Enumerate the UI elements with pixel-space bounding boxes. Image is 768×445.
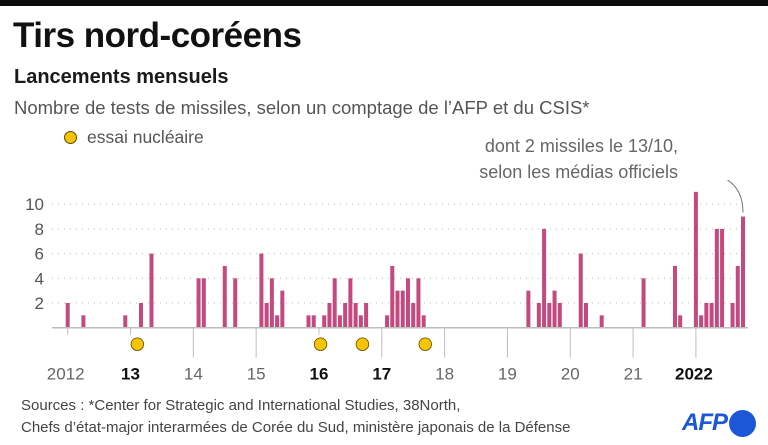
bars	[65, 191, 746, 328]
year-label: 13	[121, 365, 140, 384]
y-tick-label: 4	[35, 269, 44, 288]
sources: Sources : *Center for Strategic and Inte…	[21, 395, 570, 439]
bar	[672, 265, 677, 328]
nuclear-test-legend-icon	[64, 131, 77, 144]
year-label: 21	[624, 365, 643, 384]
year-label: 19	[498, 365, 517, 384]
bar	[693, 191, 698, 328]
afp-logo: AFP	[682, 409, 756, 437]
year-label: 18	[435, 365, 454, 384]
bar	[149, 253, 154, 328]
bar	[400, 290, 405, 328]
chart-subtitle: Lancements mensuels	[14, 66, 229, 88]
bar	[720, 228, 725, 328]
year-label: 15	[247, 365, 266, 384]
bar	[327, 303, 332, 328]
annotation-line-1: dont 2 missiles le 13/10,	[484, 136, 678, 156]
y-tick-label: 8	[35, 220, 44, 239]
sources-line-2: Chefs d’état-major interarmées de Corée …	[21, 419, 571, 436]
bar	[123, 315, 128, 328]
bar	[678, 315, 683, 328]
y-tick-label: 6	[35, 245, 44, 264]
afp-logo-circle-icon	[729, 409, 756, 437]
bar	[269, 278, 274, 328]
legend: essai nucléaire	[64, 127, 204, 148]
afp-logo-text: AFP	[682, 409, 728, 436]
bar	[280, 290, 285, 328]
bar	[358, 315, 363, 328]
bar	[311, 315, 316, 328]
bar	[81, 315, 86, 328]
bar	[641, 278, 646, 328]
year-label: 20	[561, 365, 580, 384]
bar	[390, 265, 395, 328]
bar	[201, 278, 206, 328]
bar	[557, 303, 562, 328]
bar	[526, 290, 531, 328]
year-label: 2022	[675, 365, 713, 384]
sources-line-1: Sources : *Center for Strategic and Inte…	[21, 397, 461, 414]
bar	[264, 303, 269, 328]
year-label: 17	[372, 365, 391, 384]
y-tick-label: 10	[25, 195, 44, 214]
bar	[233, 278, 238, 328]
bar	[306, 315, 311, 328]
bar	[275, 315, 280, 328]
bar	[348, 278, 353, 328]
legend-label: essai nucléaire	[87, 127, 204, 147]
bar	[65, 303, 70, 328]
bar	[411, 303, 416, 328]
bar	[547, 303, 552, 328]
bar	[709, 303, 714, 328]
annotation-connector	[726, 180, 744, 213]
bar	[542, 228, 547, 328]
bar	[704, 303, 709, 328]
x-axis-ticks	[67, 327, 697, 358]
year-label: 2012	[47, 365, 85, 384]
chart-title: Tirs nord-coréens	[13, 16, 302, 55]
bar	[536, 303, 541, 328]
bar	[353, 303, 358, 328]
bar	[416, 278, 421, 328]
annotation: dont 2 missiles le 13/10, selon les médi…	[479, 133, 678, 185]
bar	[735, 265, 740, 328]
x-axis-labels: 2012 13 14 15 16 17 18 19 20 21 2022	[47, 365, 713, 384]
gridlines	[52, 203, 748, 304]
bar	[583, 303, 588, 328]
nuclear-test-marker	[418, 337, 432, 351]
bar	[741, 216, 746, 328]
bar	[364, 303, 369, 328]
bar	[552, 290, 557, 328]
bar	[395, 290, 400, 328]
nuclear-test-marker	[355, 337, 370, 351]
bar	[259, 253, 264, 328]
y-axis-labels: 2 4 6 8 10	[25, 195, 44, 313]
nuclear-test-marker	[313, 337, 328, 351]
annotation-line-2: selon les médias officiels	[479, 162, 678, 182]
top-rule	[0, 0, 768, 6]
bar	[322, 315, 327, 328]
bar-chart: 2 4 6 8 10 2012 13 14 15 16 17 18 19 20 21 2022	[25, 180, 748, 384]
bar	[699, 315, 704, 328]
bar	[714, 228, 719, 328]
nuclear-test-markers	[130, 337, 432, 351]
bar	[337, 315, 342, 328]
bar	[343, 303, 348, 328]
bar	[222, 265, 227, 328]
y-tick-label: 2	[35, 294, 44, 313]
bar	[578, 253, 583, 328]
bar	[332, 278, 337, 328]
bar	[196, 278, 201, 328]
bar	[730, 303, 735, 328]
year-label: 14	[184, 365, 203, 384]
bar	[385, 315, 390, 328]
nuclear-test-marker	[130, 337, 145, 351]
bar	[599, 315, 604, 328]
chart-description: Nombre de tests de missiles, selon un co…	[14, 97, 590, 118]
bar	[138, 303, 143, 328]
bar	[421, 315, 426, 328]
year-label: 16	[310, 365, 329, 384]
bar	[405, 278, 410, 328]
